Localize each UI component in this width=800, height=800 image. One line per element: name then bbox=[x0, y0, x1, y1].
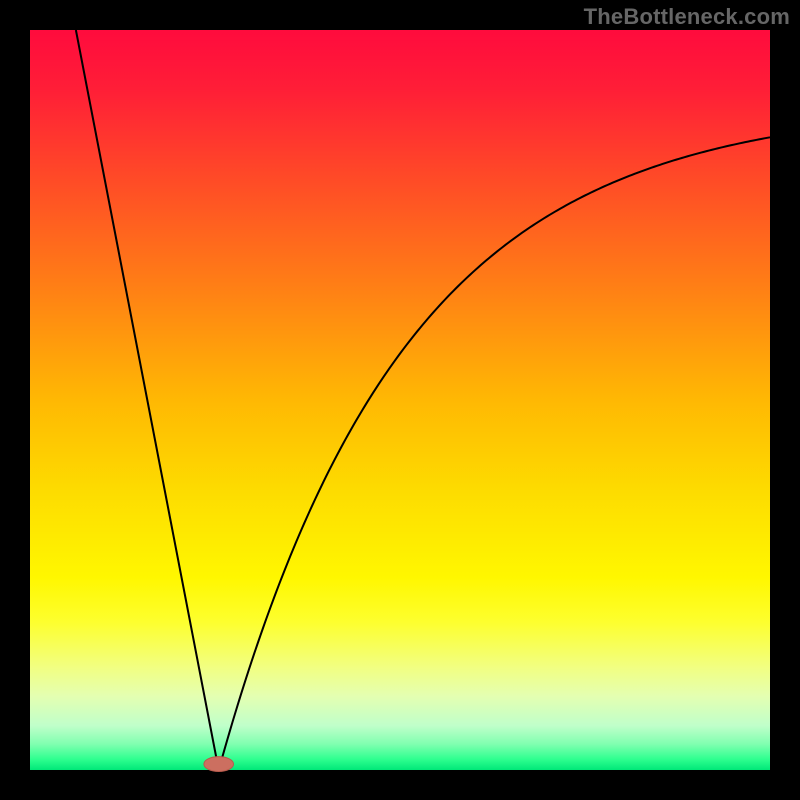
plot-background bbox=[30, 30, 770, 770]
minimum-marker bbox=[204, 757, 234, 772]
chart-container: { "watermark": "TheBottleneck.com", "cha… bbox=[0, 0, 800, 800]
bottleneck-curve-chart bbox=[0, 0, 800, 800]
watermark-text: TheBottleneck.com bbox=[584, 4, 790, 30]
